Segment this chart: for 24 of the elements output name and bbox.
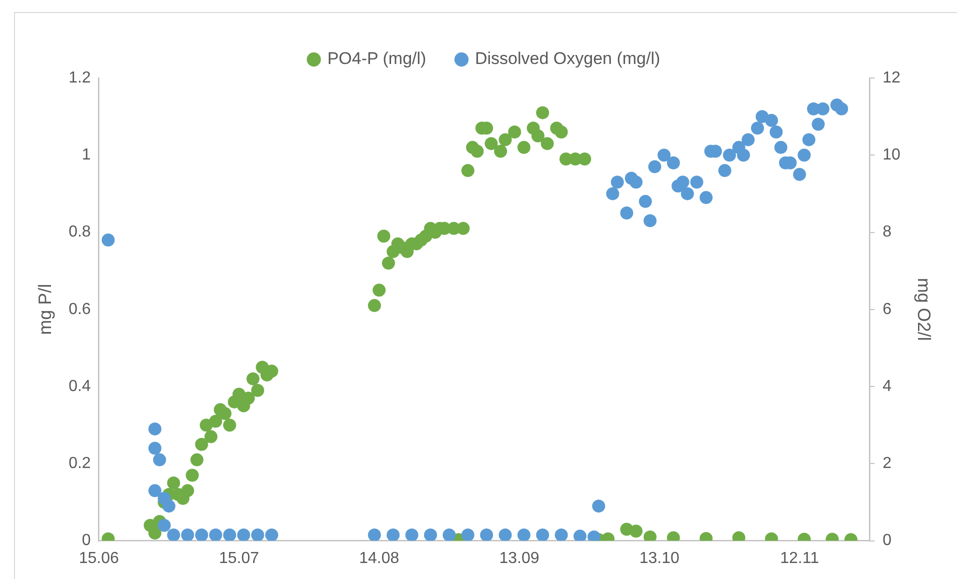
y2-tick-label: 2 bbox=[882, 455, 892, 472]
y-tick-label: 1.2 bbox=[68, 69, 91, 86]
y-axis-title: mg P/l bbox=[34, 284, 55, 335]
y2-tick-label: 4 bbox=[882, 378, 892, 395]
x-tick-label: 13.10 bbox=[639, 550, 680, 567]
y-tick-label: 0.8 bbox=[68, 224, 91, 241]
legend-label: Dissolved Oxygen (mg/l) bbox=[475, 49, 660, 68]
y2-axis-title: mg O2/l bbox=[914, 278, 934, 341]
x-tick-label: 15.07 bbox=[218, 550, 260, 567]
y2-tick-label: 6 bbox=[882, 300, 892, 318]
y-tick-label: 0.2 bbox=[68, 455, 91, 472]
y2-tick-label: 10 bbox=[882, 146, 900, 164]
x-tick-label: 14.08 bbox=[359, 550, 400, 567]
x-tick-label: 15.06 bbox=[78, 550, 119, 567]
legend-label: PO4-P (mg/l) bbox=[327, 49, 426, 68]
y-tick-label: 1 bbox=[82, 146, 91, 164]
x-tick-label: 12.11 bbox=[780, 550, 820, 567]
y-tick-label: 0 bbox=[82, 532, 91, 550]
y-tick-label: 0.4 bbox=[68, 378, 91, 395]
y-tick-label: 0.6 bbox=[68, 300, 91, 318]
x-tick-label: 13.09 bbox=[499, 550, 540, 567]
y2-tick-label: 0 bbox=[882, 532, 892, 550]
y2-tick-label: 8 bbox=[882, 224, 892, 241]
y2-tick-label: 12 bbox=[882, 69, 900, 86]
